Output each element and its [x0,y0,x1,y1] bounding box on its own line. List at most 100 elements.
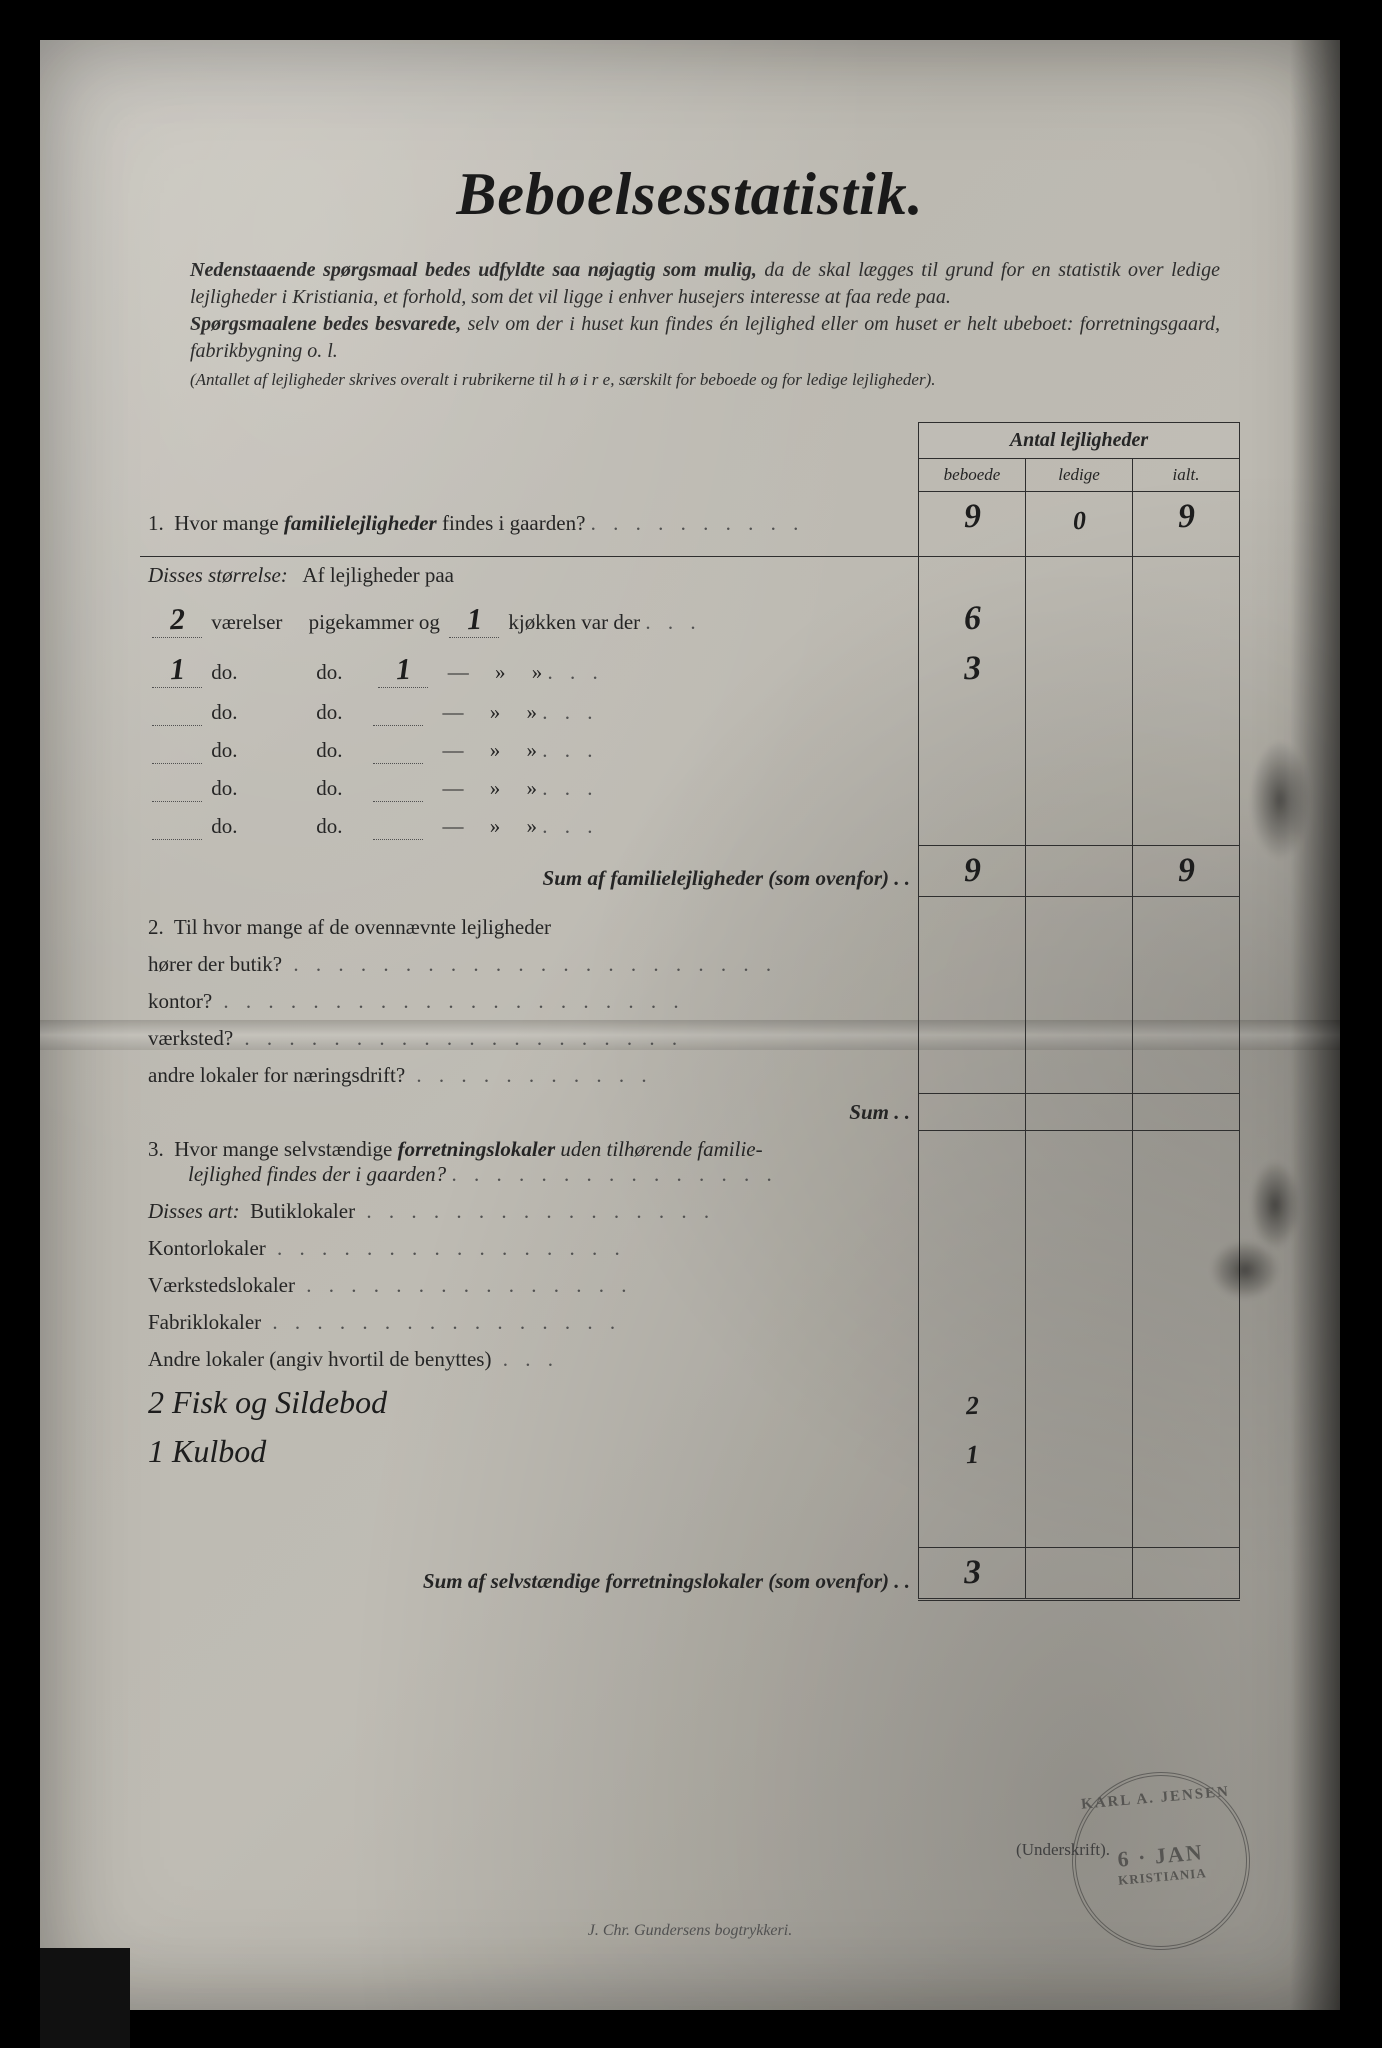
lbl-do: do. [211,660,237,684]
dots: . . . [491,1347,559,1371]
lbl-do: do. [211,700,237,724]
col-subheader-row: beboede ledige ialt. [140,458,1240,491]
dots: . . . [645,610,701,634]
lbl-vaerelser: værelser [211,610,282,634]
q2-butik: hører der butik? . . . . . . . . . . . .… [140,946,1240,983]
dash: — [443,814,464,838]
form-table-wrap: Antal lejligheder beboede ledige ialt. 1… [140,422,1240,1602]
q3-text-a: Hvor mange selvstændige [174,1137,397,1161]
q1-text-c: findes i gaarden? [437,511,586,535]
intro-paragraph: Nedenstaaende spørgsmaal bedes udfyldte … [140,257,1240,402]
dots: . . . . . . . . . . . . . . . [451,1162,777,1186]
page-title: Beboelsesstatistik. [140,160,1240,229]
q3-andre: Andre lokaler (angiv hvortil de benyttes… [140,1341,1240,1378]
q1-sum-row: Sum af familielejligheder (som ovenfor) … [140,846,1240,897]
q1-r1-b: 6 [963,600,981,639]
dots: . . . [542,814,598,838]
q3-sum-paren: (som ovenfor) . . [763,1569,910,1593]
q1-ialt: 9 [1177,498,1195,537]
q1-r2-b: 3 [963,650,981,689]
q1-beboede: 9 [963,498,981,537]
dash: — [443,776,464,800]
q3-vaerksted-lbl: Værkstedslokaler [148,1273,295,1297]
q2-num: 2. [148,915,164,939]
dots: . . . . . . . . . . . . . . . . [266,1236,626,1260]
q3-text-d: lejlighed findes der i gaarden? [148,1162,446,1187]
dots: . . . . . . . . . . . . . . . . [261,1310,621,1334]
q1-disses: Disses størrelse: [148,563,288,587]
q1-text-a: Hvor mange [174,511,284,535]
ditto: » [490,776,501,800]
dots: . . . [542,738,598,762]
q3-butik-lbl: Butiklokaler [250,1199,355,1223]
scanner-thumb-shadow [40,1948,130,2048]
q1-r2-kitchen: 1 [395,653,411,688]
q1-sum-i: 9 [1177,852,1195,891]
q3-kontor: Kontorlokaler . . . . . . . . . . . . . … [140,1230,1240,1267]
spacer [140,458,919,491]
q1-r1-rooms: 2 [169,603,185,638]
q3-spacer [140,1476,1240,1548]
document-content: Beboelsesstatistik. Nedenstaaende spørgs… [140,160,1240,1601]
lbl-pigekammer: pigekammer og [309,610,440,634]
lbl-do: do. [316,700,342,724]
lbl-do: do. [316,776,342,800]
q3-hw2-val: 1 [965,1440,979,1470]
q3-fabrik-lbl: Fabriklokaler [148,1310,261,1334]
ditto: » [490,700,501,724]
q3-disses: Disses art: [148,1199,240,1223]
q1-size-row-3: do. do. — » » . . . [140,694,1240,732]
dots: . . . . . . . . . . . . . . . . . . . . … [282,952,777,976]
q3-butik: Disses art: Butiklokaler . . . . . . . .… [140,1193,1240,1230]
q1-size-row-2: 1 do. do. 1 — » » . . . [140,644,1240,694]
q3-sum-val: 3 [963,1554,981,1593]
q3-hw-1: 2 Fisk og Sildebod 2 [140,1378,1240,1427]
dots: . . . [548,660,604,684]
q3-sum-label: Sum af selvstændige forretningslokaler [423,1569,763,1593]
q3-text-b: forretningslokaler [398,1137,556,1161]
spacer [140,422,919,458]
q3-hw2-text: 1 Kulbod [148,1433,266,1469]
q2-sum-label: Sum . . [849,1100,910,1124]
q3-hw1-text: 2 Fisk og Sildebod [148,1384,387,1420]
dots: . . . [542,700,598,724]
q2-kontor: kontor? . . . . . . . . . . . . . . . . … [140,983,1240,1020]
q3-kontor-lbl: Kontorlokaler [148,1236,266,1260]
ditto: » [495,660,506,684]
q2-vaerksted-lbl: værksted? [148,1026,233,1050]
q1-size-row-5: do. do. — » » . . . [140,770,1240,808]
col-beboede: beboede [919,458,1026,491]
q1-ledige: 0 [1072,506,1086,536]
ditto: » [490,814,501,838]
q1-size-row-1: 2 værelser pigekammer og 1 kjøkken var d… [140,594,1240,644]
lbl-do: do. [316,814,342,838]
q2-text: Til hvor mange af de ovennævnte lejlighe… [174,915,551,939]
q2-sum-row: Sum . . [140,1094,1240,1131]
col-ledige: ledige [1026,458,1133,491]
col-header-row: Antal lejligheder [140,422,1240,458]
stamp-top: KARL A. JENSEN [1080,1784,1230,1814]
q1-sum-label: Sum af familielejligheder [543,866,764,890]
ditto: » [532,660,543,684]
q3-vaerksted: Værkstedslokaler . . . . . . . . . . . .… [140,1267,1240,1304]
q1-text-b: familielejligheder [284,511,437,535]
dash: — [443,700,464,724]
q2-row: 2. Til hvor mange af de ovennævnte lejli… [140,897,1240,946]
ditto: » [490,738,501,762]
lbl-do: do. [211,776,237,800]
ditto: » [527,776,538,800]
dots: . . . . . . . . . . . [405,1063,653,1087]
lbl-do: do. [211,814,237,838]
dash: — [443,738,464,762]
ditto: » [527,814,538,838]
q3-andre-lbl: Andre lokaler (angiv hvortil de benyttes… [148,1347,491,1371]
q1-num: 1. [148,511,164,535]
q1-row: 1. Hvor mange familielejligheder findes … [140,491,1240,542]
q3-row: 3. Hvor mange selvstændige forretningslo… [140,1131,1240,1193]
col-ialt: ialt. [1133,458,1240,491]
paper-sheet: Beboelsesstatistik. Nedenstaaende spørgs… [40,40,1340,2010]
dots: . . . . . . . . . . . . . . . . [355,1199,715,1223]
lbl-do: do. [316,738,342,762]
dots: . . . . . . . . . . [591,511,805,535]
dots: . . . [542,776,598,800]
